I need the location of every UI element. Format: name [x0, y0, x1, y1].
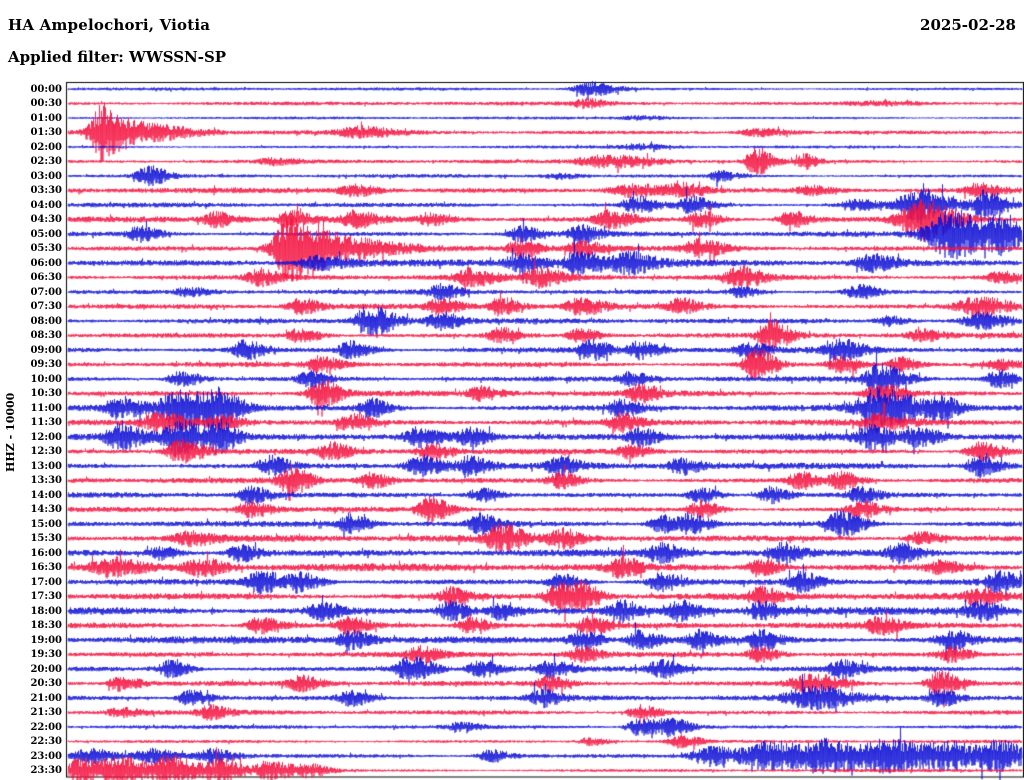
time-label: 08:30 [30, 330, 62, 341]
time-label: 17:00 [30, 576, 62, 588]
time-label: 07:00 [30, 286, 62, 298]
time-label: 10:30 [30, 388, 62, 399]
time-label: 21:30 [30, 707, 62, 718]
time-label: 11:00 [30, 402, 62, 414]
time-label: 13:30 [30, 475, 62, 486]
time-label: 06:00 [30, 257, 62, 269]
time-label: 02:00 [30, 141, 62, 153]
time-label: 15:30 [30, 533, 62, 544]
time-label: 11:30 [30, 417, 62, 428]
time-label: 17:30 [30, 591, 62, 602]
time-label: 19:00 [30, 634, 62, 646]
time-label: 02:30 [30, 156, 62, 167]
time-label: 23:00 [30, 750, 62, 762]
time-label: 21:00 [30, 692, 62, 704]
time-label: 09:30 [30, 359, 62, 370]
time-label: 12:30 [30, 446, 62, 457]
time-label: 10:00 [30, 373, 62, 385]
time-label: 00:00 [30, 83, 62, 95]
y-axis-label: HHZ - 10000 [4, 392, 17, 472]
time-label: 05:00 [30, 228, 62, 240]
time-label: 18:30 [30, 620, 62, 631]
time-label: 19:30 [30, 649, 62, 660]
time-label: 09:00 [30, 344, 62, 356]
time-label: 12:00 [30, 431, 62, 443]
time-label: 01:30 [30, 127, 62, 138]
time-label: 07:30 [30, 301, 62, 312]
time-label: 06:30 [30, 272, 62, 283]
time-label: 15:00 [30, 518, 62, 530]
time-label: 16:00 [30, 547, 62, 559]
time-label: 03:00 [30, 170, 62, 182]
time-label: 14:00 [30, 489, 62, 501]
time-label: 05:30 [30, 243, 62, 254]
time-label: 04:00 [30, 199, 62, 211]
time-label: 20:30 [30, 678, 62, 689]
time-label: 14:30 [30, 504, 62, 515]
time-label: 01:00 [30, 112, 62, 124]
time-label: 04:30 [30, 214, 62, 225]
time-label: 22:00 [30, 721, 62, 733]
time-label: 00:30 [30, 98, 62, 109]
time-label: 16:30 [30, 562, 62, 573]
time-label: 08:00 [30, 315, 62, 327]
time-label: 23:30 [30, 765, 62, 776]
time-label: 18:00 [30, 605, 62, 617]
time-label: 03:30 [30, 185, 62, 196]
time-label: 20:00 [30, 663, 62, 675]
time-label: 13:00 [30, 460, 62, 472]
time-label: 22:30 [30, 736, 62, 747]
